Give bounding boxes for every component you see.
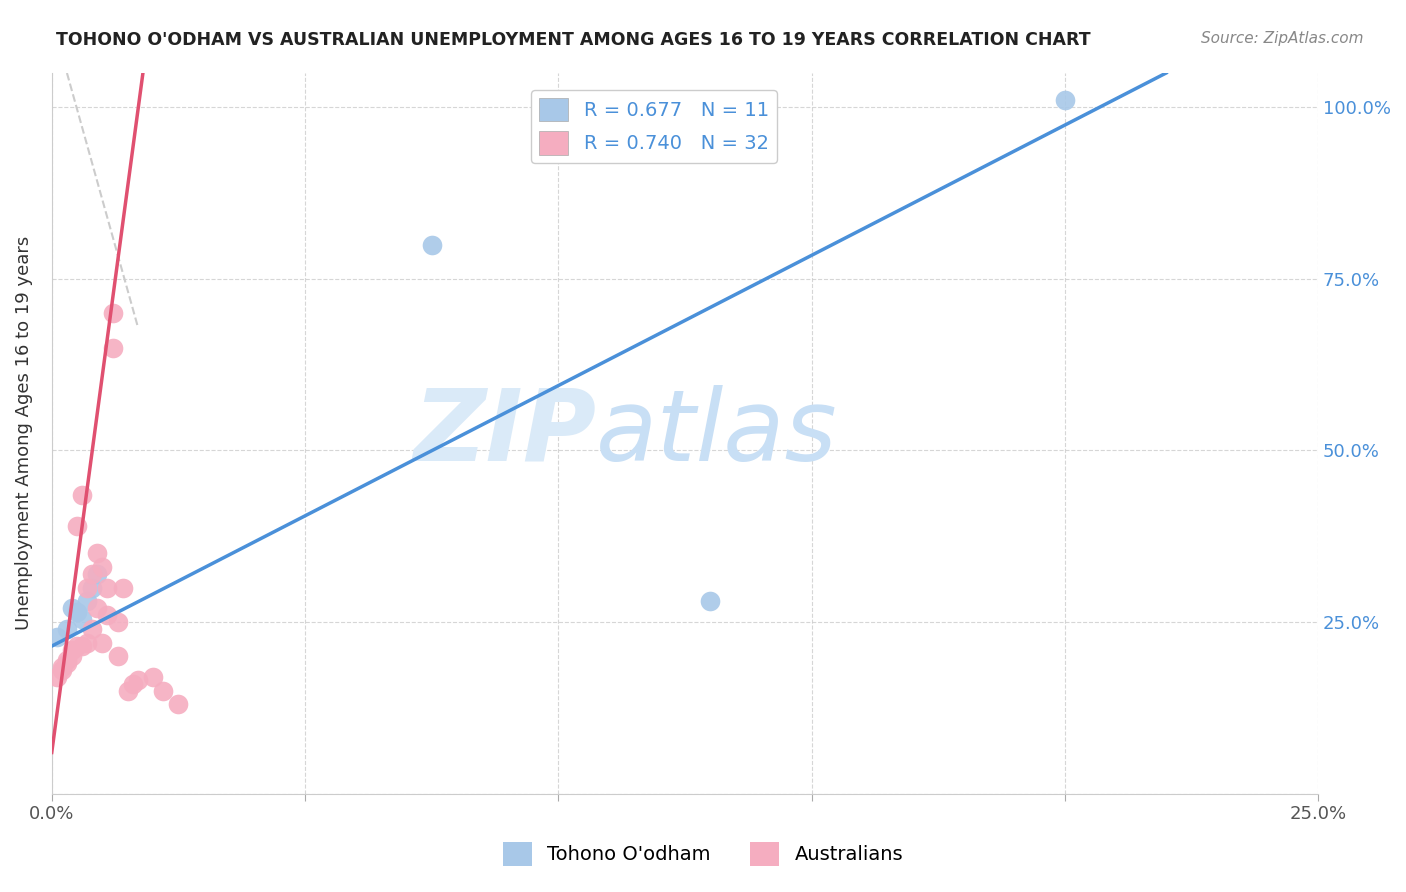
Point (45, 670, 67, 684)
Point (70, 612, 93, 626)
Point (1053, 94, 1076, 108)
Text: Source: ZipAtlas.com: Source: ZipAtlas.com (1201, 31, 1364, 46)
Point (45, 630, 67, 644)
Text: atlas: atlas (596, 384, 838, 482)
Point (66, 519, 89, 533)
Point (699, 594, 721, 608)
Point (51, 663, 73, 677)
Y-axis label: Unemployment Among Ages 16 to 19 years: Unemployment Among Ages 16 to 19 years (15, 236, 32, 631)
Point (60, 649, 83, 664)
Point (70, 488, 93, 502)
Point (56, 622, 79, 636)
Point (121, 677, 143, 691)
Point (56, 657, 79, 671)
Point (91, 560, 114, 574)
Point (51, 659, 73, 673)
Legend: R = 0.677   N = 11, R = 0.740   N = 32: R = 0.677 N = 11, R = 0.740 N = 32 (531, 90, 776, 162)
Point (142, 670, 165, 684)
Point (76, 594, 98, 608)
Point (101, 341, 124, 355)
Point (76, 581, 98, 595)
Point (82, 567, 104, 582)
Point (96, 608, 118, 623)
Point (82, 622, 104, 636)
Point (70, 639, 93, 653)
Point (86, 567, 108, 582)
Point (167, 698, 190, 712)
Point (76, 635, 98, 649)
Point (86, 546, 108, 560)
Text: TOHONO O'ODHAM VS AUSTRALIAN UNEMPLOYMENT AMONG AGES 16 TO 19 YEARS CORRELATION : TOHONO O'ODHAM VS AUSTRALIAN UNEMPLOYMEN… (56, 31, 1091, 49)
Point (96, 581, 118, 595)
Point (60, 601, 83, 615)
Point (86, 601, 108, 615)
Point (60, 642, 83, 657)
Point (66, 605, 89, 619)
Point (420, 237, 443, 252)
Point (66, 639, 89, 653)
Legend: Tohono O'odham, Australians: Tohono O'odham, Australians (495, 834, 911, 873)
Point (117, 683, 139, 698)
Point (152, 683, 174, 698)
Point (82, 581, 104, 595)
Point (107, 615, 129, 629)
Point (127, 673, 149, 688)
Point (111, 581, 134, 595)
Point (56, 653, 79, 667)
Text: ZIP: ZIP (413, 384, 596, 482)
Point (107, 649, 129, 664)
Point (101, 306, 124, 320)
Point (91, 635, 114, 649)
